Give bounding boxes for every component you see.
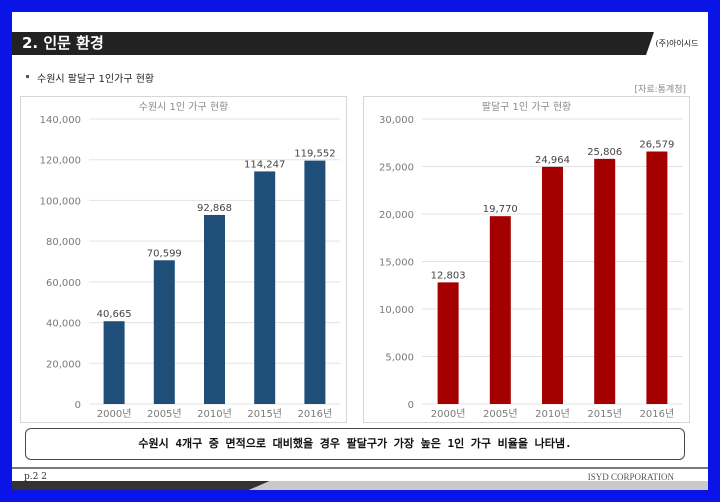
chart-suwon: 수원시 1인 가구 현황 0 20,000 40,000 60,000 80,000 100… — [40, 101, 340, 420]
bar — [437, 282, 459, 404]
page-number: p.2 2 — [24, 472, 47, 482]
x-tick-label: 2005년 — [147, 408, 182, 420]
y-tick-label: 80,000 — [46, 237, 81, 248]
footer-divider — [12, 467, 708, 469]
chart-paldal-panel: 팔달구 1인 가구 현황 0 5,000 10,000 15,000 20,000 25,0… — [363, 96, 690, 423]
footer-stripe-light — [248, 481, 708, 490]
bar — [542, 166, 563, 404]
x-tick-label: 2010년 — [197, 408, 232, 420]
chart-title: 팔달구 1인 가구 현황 — [482, 101, 572, 113]
x-tick-label: 2005년 — [483, 408, 518, 420]
y-tick-label: 140,000 — [40, 115, 81, 126]
header-bar: 2. 인문 환경 (주)아이시드 — [12, 32, 708, 55]
y-tick-label: 10,000 — [379, 305, 414, 316]
chart-paldal: 팔달구 1인 가구 현황 0 5,000 10,000 15,000 20,000 25,0… — [379, 101, 683, 420]
footer-company: ISYD CORPORATION — [587, 472, 674, 482]
y-tick-label: 0 — [75, 400, 81, 411]
y-tick-label: 15,000 — [379, 258, 414, 269]
y-tick-label: 60,000 — [46, 278, 81, 289]
bullet-icon — [26, 75, 29, 78]
data-label: 70,599 — [147, 248, 182, 259]
y-tick-label: 120,000 — [40, 156, 81, 167]
y-tick-label: 40,000 — [46, 319, 81, 330]
data-label: 92,868 — [197, 203, 232, 214]
x-tick-label: 2015년 — [247, 408, 282, 420]
data-label: 12,803 — [431, 270, 466, 281]
y-tick-label: 0 — [408, 400, 414, 411]
x-tick-label: 2016년 — [640, 408, 675, 420]
x-tick-label: 2000년 — [97, 408, 132, 420]
y-tick-label: 20,000 — [46, 359, 81, 370]
chart-title: 수원시 1인 가구 현황 — [139, 101, 229, 113]
summary-note: 수원시 4개구 중 면적으로 대비했을 경우 팔달구가 가장 높은 1인 가구 … — [25, 428, 685, 460]
y-tick-label: 5,000 — [385, 353, 414, 364]
bar — [304, 160, 326, 404]
bar — [646, 151, 668, 404]
data-label: 25,806 — [587, 147, 622, 158]
company-tag: (주)아이시드 — [646, 32, 708, 55]
y-tick-label: 100,000 — [40, 196, 81, 207]
bar — [103, 321, 125, 404]
bar — [153, 260, 175, 404]
data-label: 19,770 — [483, 204, 518, 215]
section-title: 2. 인문 환경 — [22, 34, 104, 52]
bar — [254, 171, 276, 404]
data-label: 24,964 — [535, 155, 570, 166]
data-label: 40,665 — [97, 309, 132, 320]
y-tick-label: 30,000 — [379, 115, 414, 126]
data-label: 119,552 — [294, 149, 335, 160]
x-tick-label: 2016년 — [298, 408, 333, 420]
y-tick-label: 20,000 — [379, 210, 414, 221]
x-tick-label: 2000년 — [431, 408, 466, 420]
chart-suwon-panel: 수원시 1인 가구 현황 0 20,000 40,000 60,000 80,000 100… — [20, 96, 347, 423]
slide: 2. 인문 환경 (주)아이시드 수원시 팔달구 1인가구 현황 [자료:통계청… — [12, 12, 708, 490]
x-tick-label: 2015년 — [587, 408, 622, 420]
data-label: 26,579 — [639, 139, 674, 150]
source-label: [자료:통계청] — [634, 85, 686, 95]
bar — [204, 214, 225, 404]
bar — [594, 158, 616, 404]
page-subtitle: 수원시 팔달구 1인가구 현황 — [37, 74, 155, 85]
x-tick-label: 2010년 — [535, 408, 570, 420]
y-tick-label: 25,000 — [379, 163, 414, 174]
bar — [489, 216, 511, 404]
data-label: 114,247 — [244, 159, 285, 170]
